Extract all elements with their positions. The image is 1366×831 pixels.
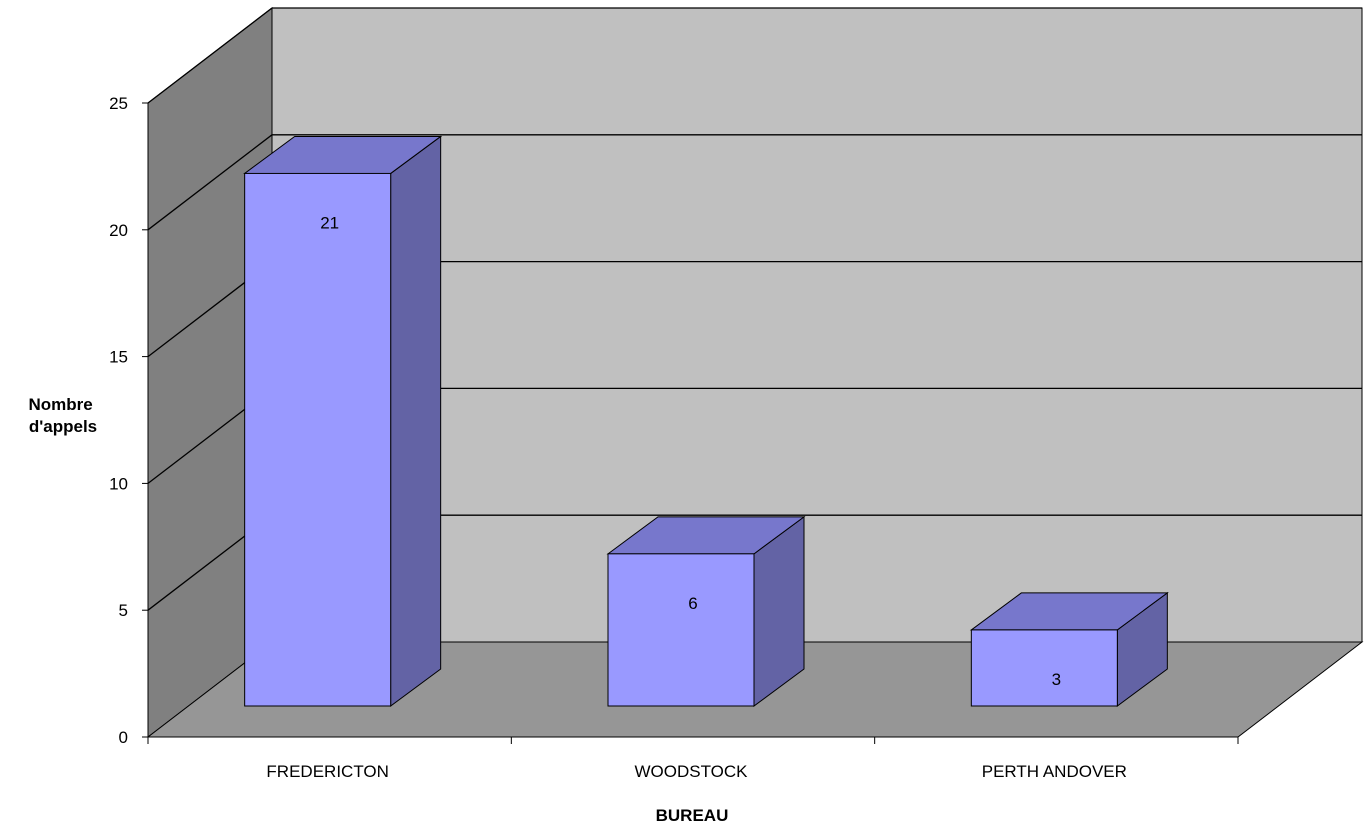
x-category-label: PERTH ANDOVER <box>982 762 1127 781</box>
y-axis-title-line-1: Nombre <box>29 395 93 414</box>
bar-perth-andover: 3 <box>969 591 1169 707</box>
data-label: 3 <box>1052 670 1061 689</box>
y-tick-label: 5 <box>119 601 128 620</box>
bar-front <box>970 629 1118 707</box>
data-label: 6 <box>688 594 697 613</box>
bar-side <box>390 135 442 707</box>
bar-front <box>244 172 392 707</box>
x-category-label: FREDERICTON <box>266 762 388 781</box>
data-label: 21 <box>320 213 339 232</box>
gridlines <box>147 7 1362 611</box>
y-tick-label: 20 <box>109 221 128 240</box>
x-axis-title: BUREAU <box>656 806 729 825</box>
axes: 0 5 10 15 20 25 FREDERICTON WOODSTOCK PERTH ANDO… <box>109 94 1239 781</box>
bar-fredericton: 21 <box>243 135 443 707</box>
bar-front <box>607 553 755 707</box>
x-category-label: WOODSTOCK <box>634 762 748 781</box>
y-axis-title: Nombre d'appels <box>29 395 98 436</box>
y-tick-label: 15 <box>109 348 128 367</box>
y-axis-title-line-2: d'appels <box>29 417 97 436</box>
gridline-side <box>147 7 273 104</box>
bar-woodstock: 6 <box>606 515 806 707</box>
y-tick-label: 25 <box>109 94 128 113</box>
y-tick-label: 0 <box>119 728 128 747</box>
bars: 21 6 3 <box>243 135 1169 707</box>
gridline-side <box>147 134 273 231</box>
y-tick-label: 10 <box>109 474 128 493</box>
